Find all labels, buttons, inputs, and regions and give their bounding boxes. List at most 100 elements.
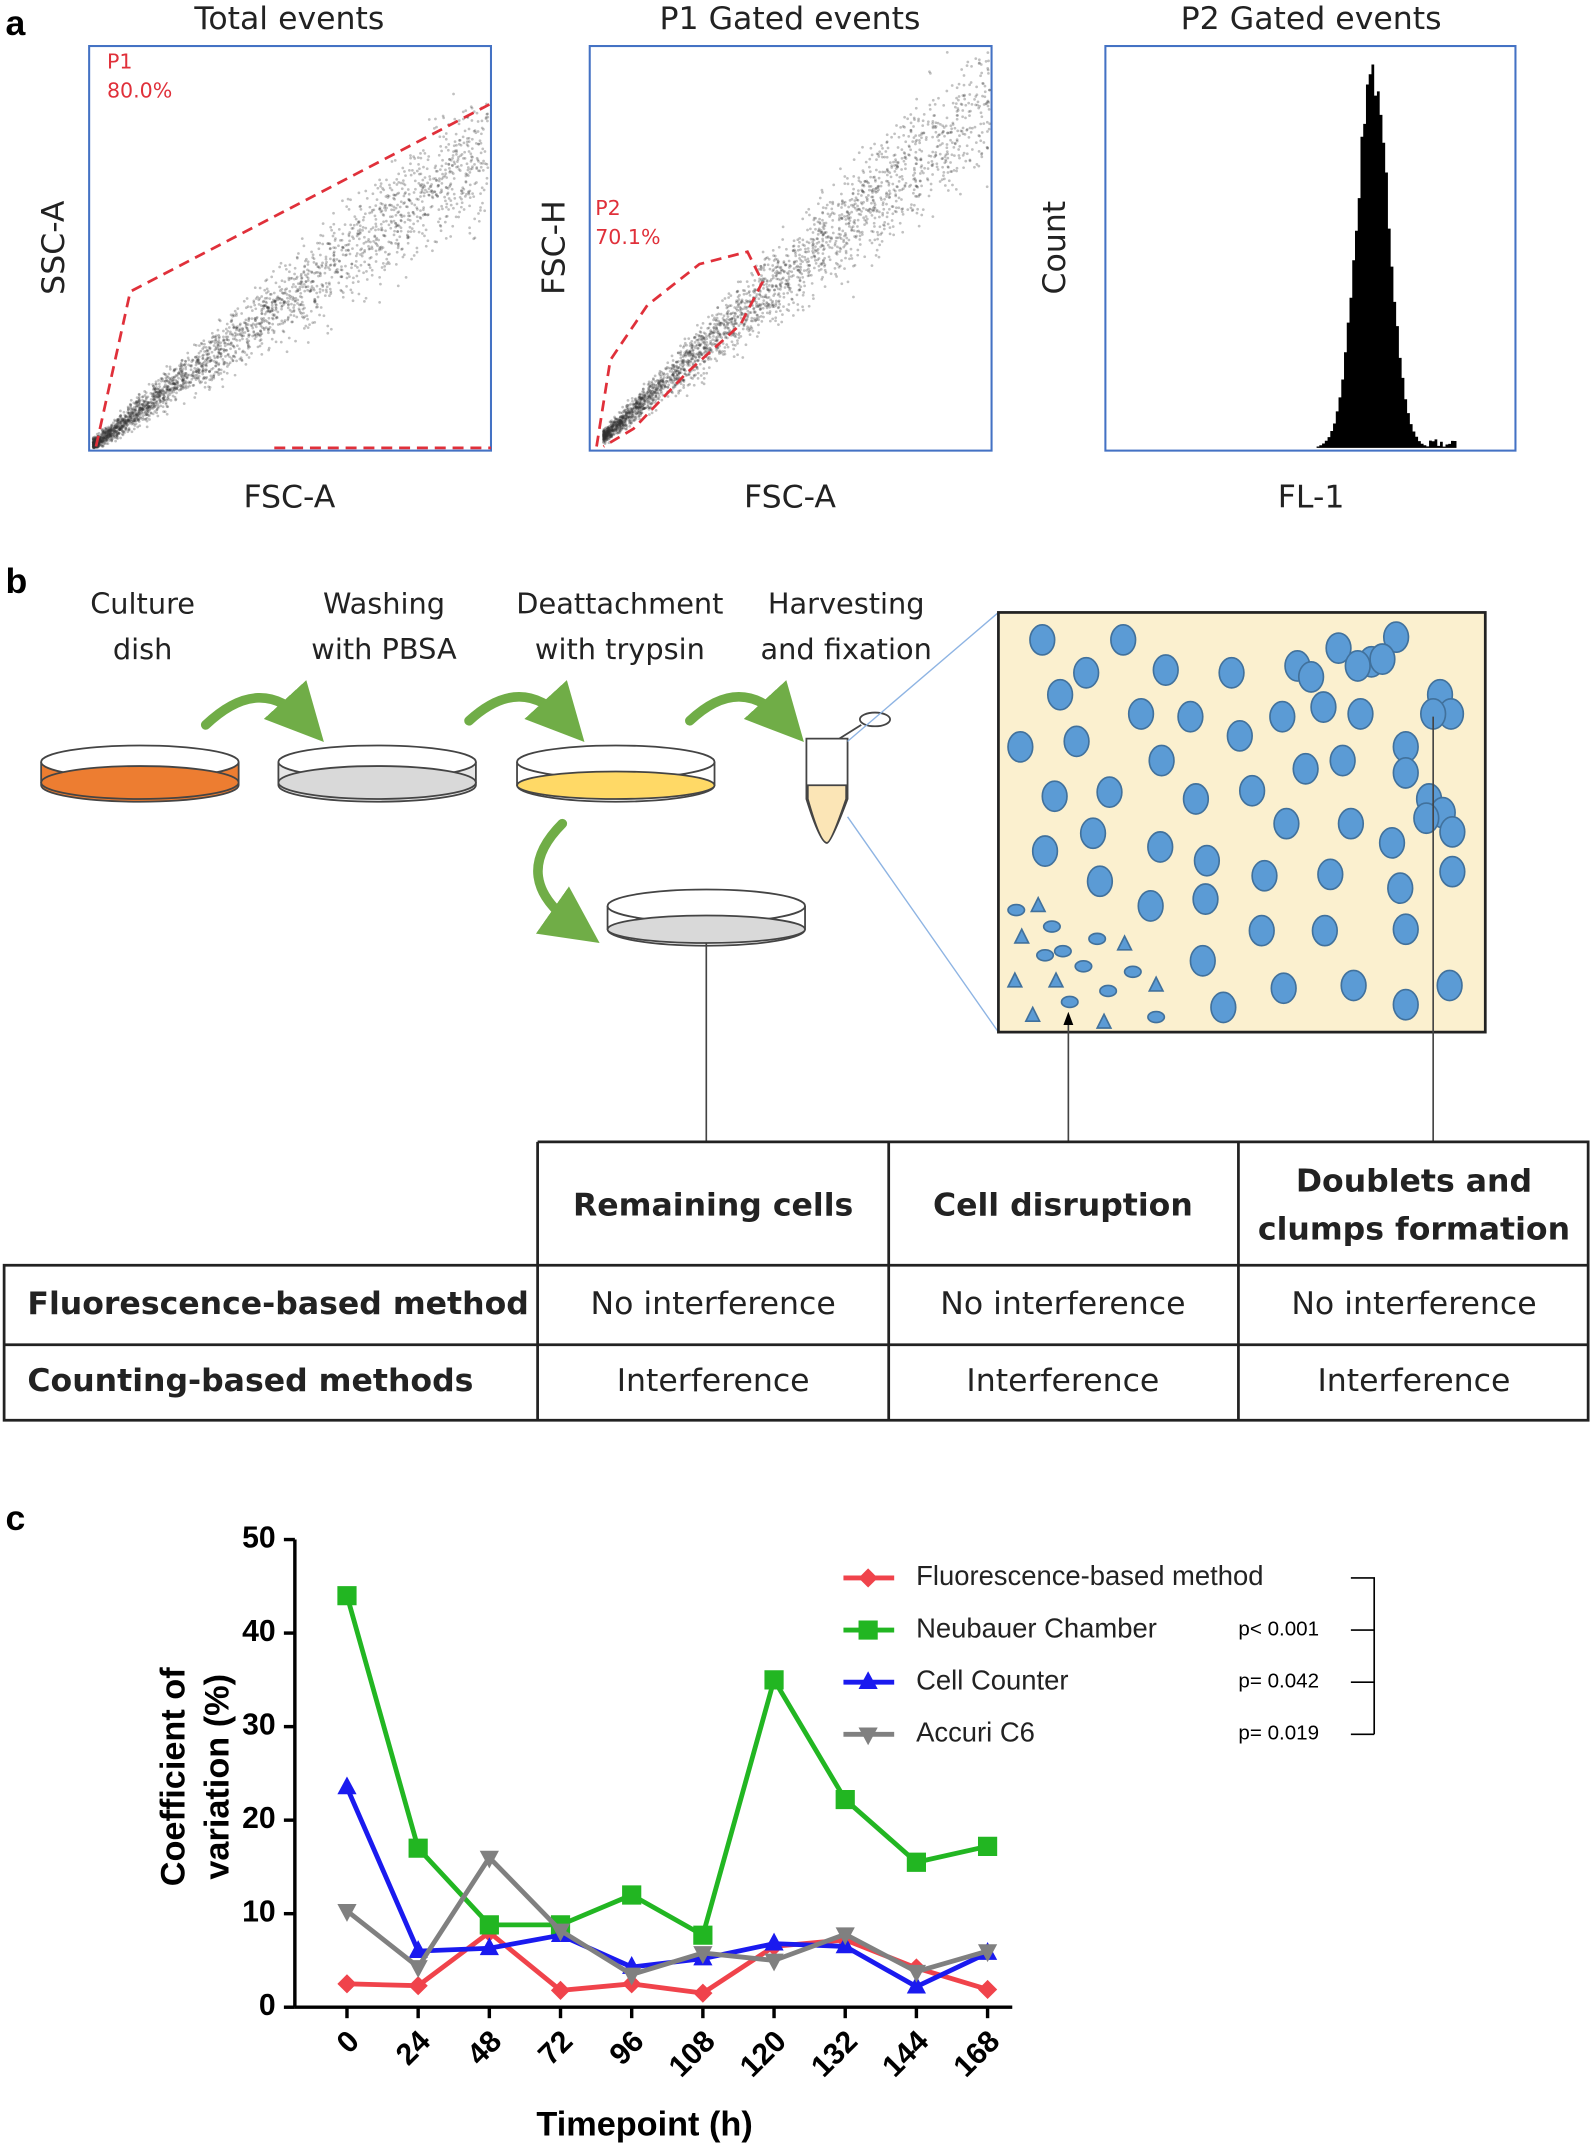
event-dot — [892, 205, 895, 208]
event-dot — [310, 251, 313, 254]
event-dot — [163, 395, 166, 398]
event-dot — [458, 119, 461, 122]
event-dot — [831, 247, 834, 250]
event-dot — [817, 233, 820, 236]
event-dot — [763, 269, 766, 272]
event-dot — [966, 144, 969, 147]
event-dot — [745, 343, 748, 346]
event-dot — [198, 372, 201, 375]
event-dot — [198, 344, 201, 347]
event-dot — [775, 310, 778, 313]
event-dot — [344, 223, 347, 226]
event-dot — [268, 311, 271, 314]
event-dot — [131, 430, 134, 433]
event-dot — [703, 377, 706, 380]
event-dot — [774, 316, 777, 319]
event-dot — [375, 218, 378, 221]
event-dot — [297, 289, 300, 292]
event-dot — [718, 351, 721, 354]
event-dot — [201, 369, 204, 372]
event-dot — [445, 162, 448, 165]
event-dot — [208, 370, 211, 373]
event-dot — [945, 90, 948, 93]
event-dot — [829, 201, 832, 204]
event-dot — [834, 242, 837, 245]
event-dot — [105, 442, 108, 445]
event-dot — [396, 193, 399, 196]
event-dot — [935, 131, 938, 134]
event-dot — [655, 395, 658, 398]
event-dot — [356, 252, 359, 255]
event-dot — [762, 307, 765, 310]
event-dot — [736, 300, 739, 303]
event-dot — [307, 341, 310, 344]
event-dot — [630, 415, 633, 418]
event-dot — [934, 151, 937, 154]
event-dot — [294, 340, 297, 343]
event-dot — [920, 136, 923, 139]
event-dot — [762, 299, 765, 302]
event-dot — [947, 171, 950, 174]
event-dot — [848, 258, 851, 261]
event-dot — [409, 200, 412, 203]
event-dot — [129, 406, 132, 409]
event-dot — [957, 148, 960, 151]
event-dot — [410, 174, 413, 177]
event-dot — [262, 300, 265, 303]
event-dot — [390, 220, 393, 223]
event-dot — [467, 169, 470, 172]
event-dot — [162, 405, 165, 408]
event-dot — [464, 130, 467, 133]
event-dot — [227, 339, 230, 342]
event-dot — [801, 217, 804, 220]
event-dot — [711, 338, 714, 341]
event-dot — [358, 269, 361, 272]
event-dot — [203, 343, 206, 346]
event-dot — [352, 281, 355, 284]
event-dot — [204, 368, 207, 371]
event-dot — [482, 128, 485, 131]
event-dot — [622, 417, 625, 420]
event-dot — [843, 267, 846, 270]
event-dot — [147, 410, 150, 413]
event-dot — [702, 322, 705, 325]
event-dot — [812, 297, 815, 300]
event-dot — [722, 332, 725, 335]
event-dot — [811, 250, 814, 253]
event-dot — [696, 339, 699, 342]
event-dot — [356, 244, 359, 247]
event-dot — [402, 179, 405, 182]
event-dot — [137, 417, 140, 420]
event-dot — [351, 247, 354, 250]
event-dot — [393, 220, 396, 223]
event-dot — [326, 325, 329, 328]
event-dot — [883, 198, 886, 201]
event-dot — [379, 185, 382, 188]
event-dot — [955, 170, 958, 173]
event-dot — [820, 278, 823, 281]
event-dot — [305, 285, 308, 288]
event-dot — [364, 227, 367, 230]
event-dot — [828, 255, 831, 258]
event-dot — [860, 194, 863, 197]
event-dot — [289, 314, 292, 317]
event-dot — [396, 204, 399, 207]
event-dot — [824, 285, 827, 288]
event-dot — [316, 285, 319, 288]
event-dot — [321, 265, 324, 268]
event-dot — [812, 219, 815, 222]
event-dot — [175, 392, 178, 395]
event-dot — [866, 199, 869, 202]
event-dot — [861, 231, 864, 234]
event-dot — [376, 187, 379, 190]
event-dot — [246, 297, 249, 300]
event-dot — [431, 205, 434, 208]
event-dot — [477, 120, 480, 123]
event-dot — [308, 270, 311, 273]
event-dot — [279, 323, 282, 326]
event-dot — [375, 237, 378, 240]
event-dot — [943, 126, 946, 129]
event-dot — [736, 290, 739, 293]
event-dot — [238, 329, 241, 332]
event-dot — [223, 371, 226, 374]
